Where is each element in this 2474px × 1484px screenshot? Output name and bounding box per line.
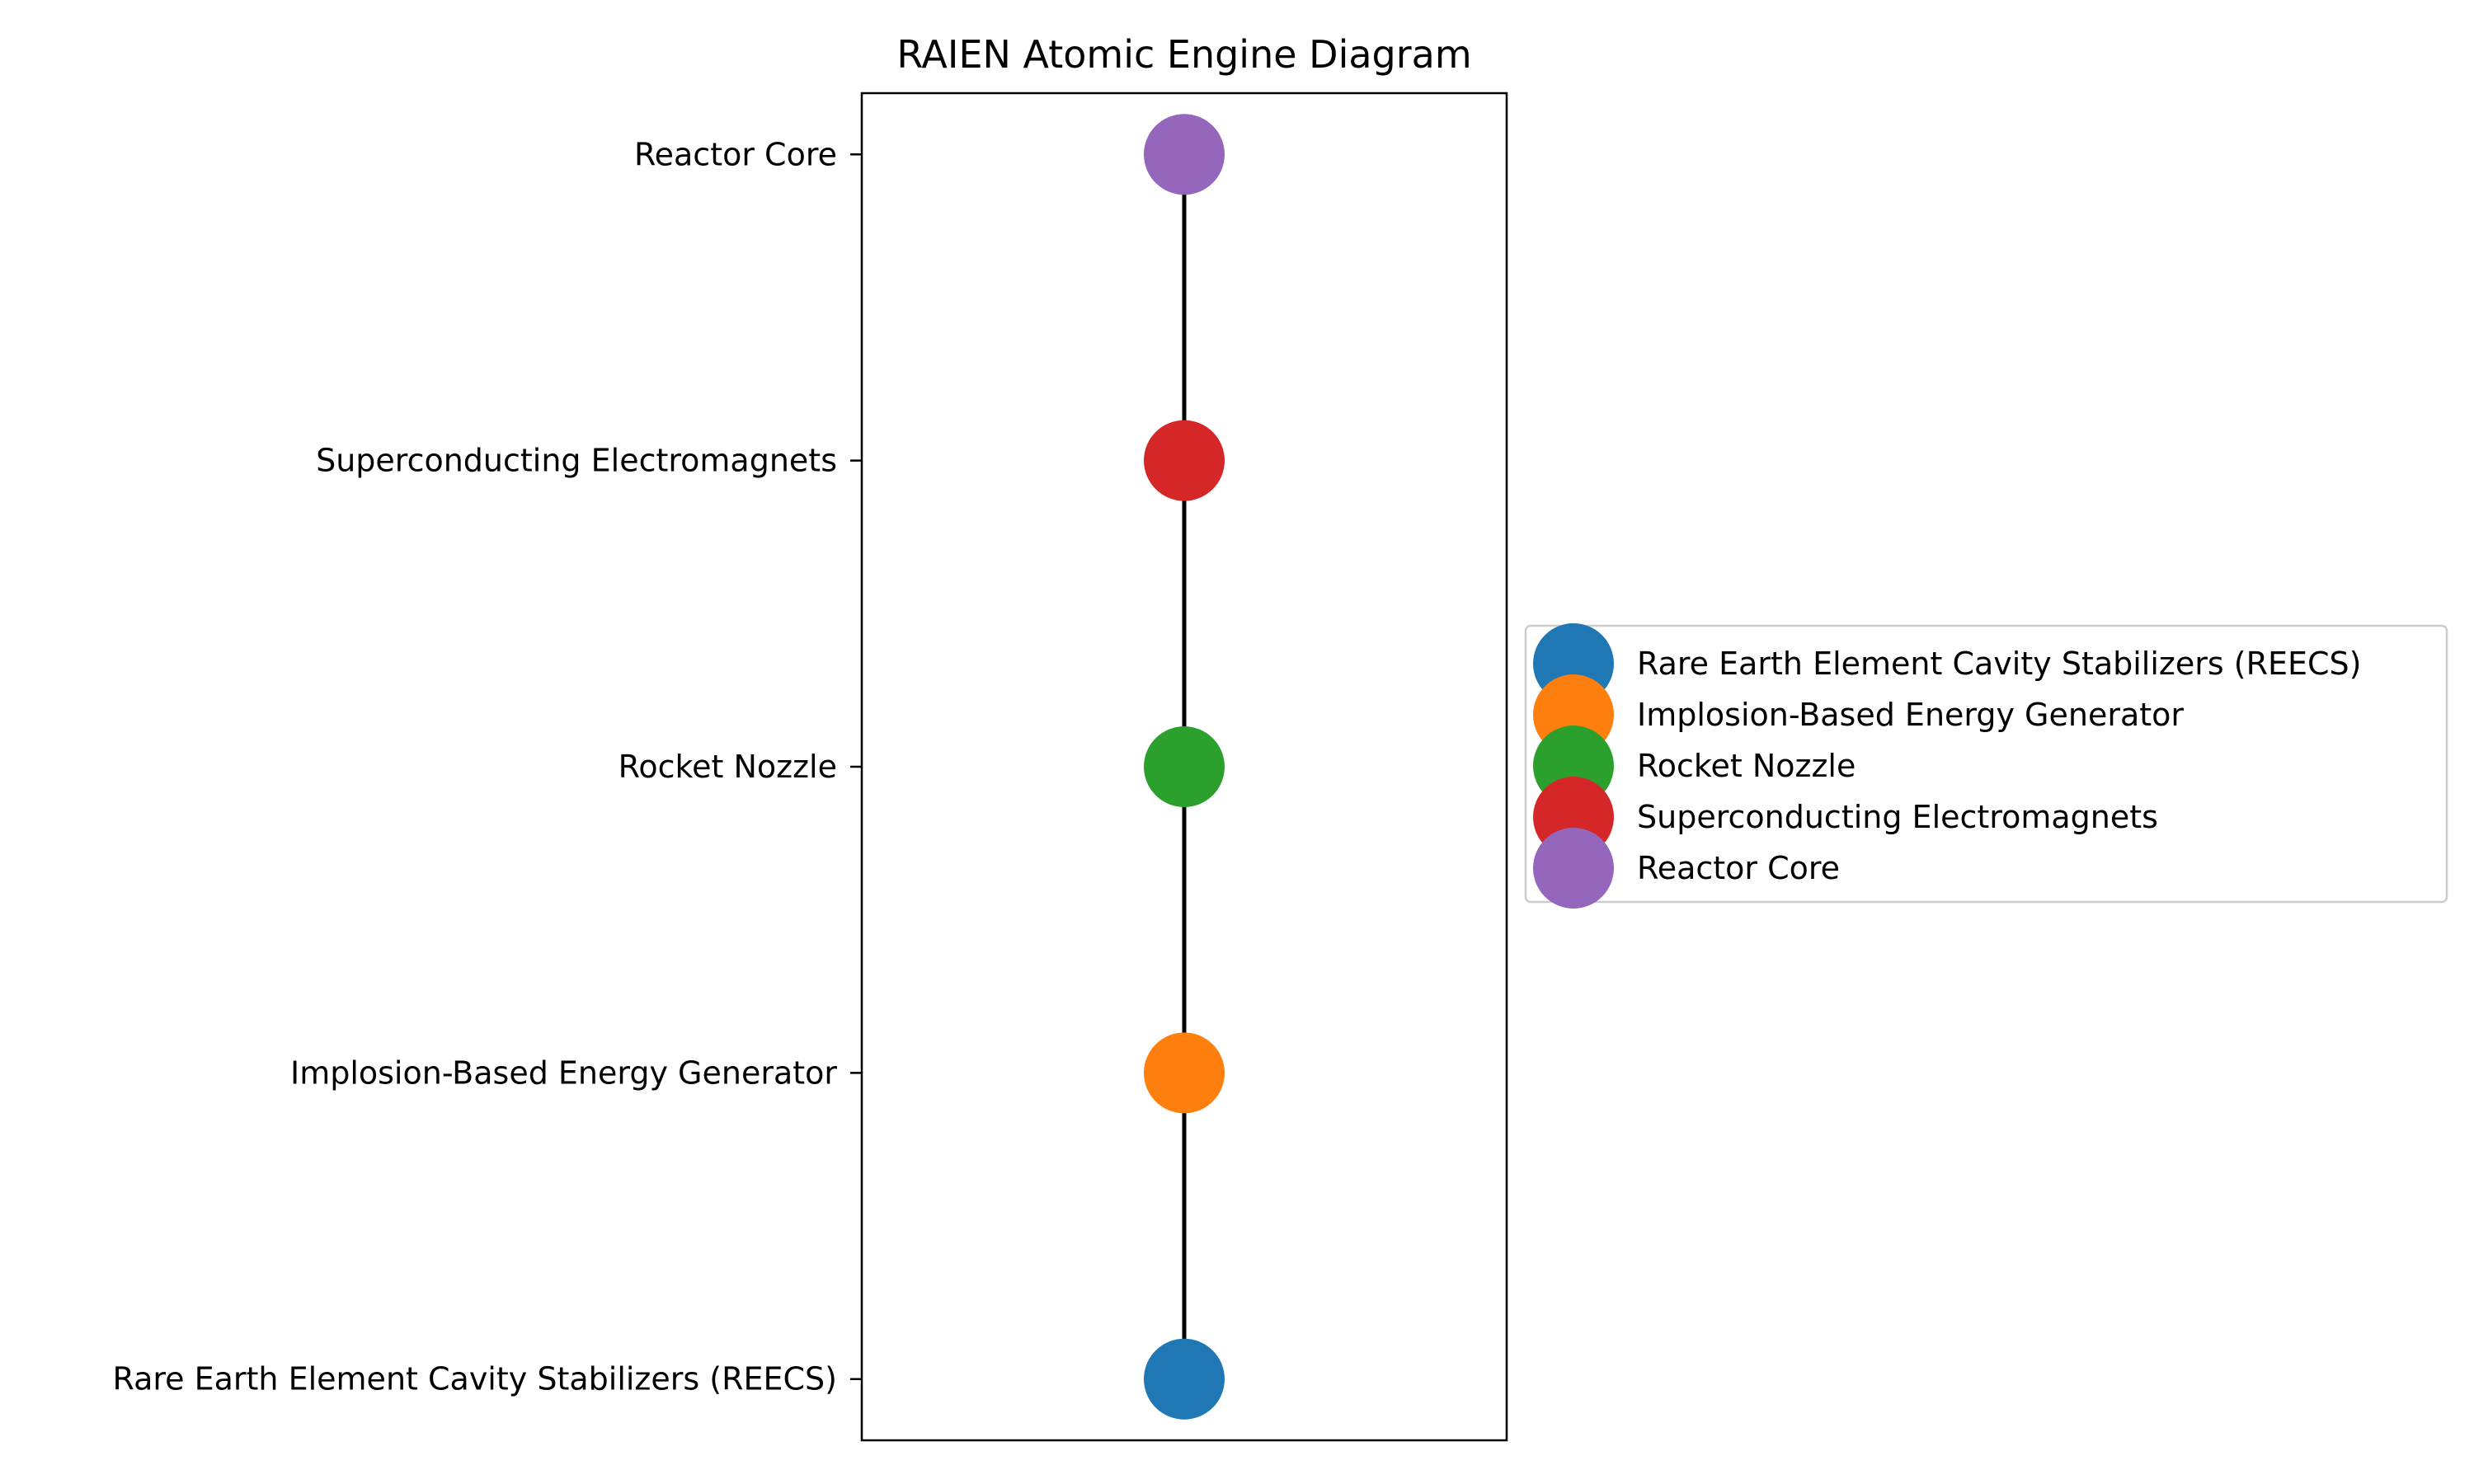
y-tick-label: Rocket Nozzle	[618, 749, 837, 785]
y-tick-label: Implosion-Based Energy Generator	[290, 1054, 837, 1091]
data-point	[1144, 114, 1225, 195]
data-point	[1144, 1338, 1225, 1420]
legend-label: Rare Earth Element Cavity Stabilizers (R…	[1637, 646, 2361, 682]
legend-label: Implosion-Based Energy Generator	[1637, 697, 2184, 733]
legend-label: Reactor Core	[1637, 850, 1840, 886]
data-point	[1144, 1032, 1225, 1114]
y-tick-label: Superconducting Electromagnets	[316, 443, 837, 479]
legend-marker	[1533, 828, 1614, 909]
chart-title: RAIEN Atomic Engine Diagram	[896, 32, 1471, 77]
data-point	[1144, 420, 1225, 501]
legend: Rare Earth Element Cavity Stabilizers (R…	[1524, 623, 2448, 909]
y-tick-label: Reactor Core	[634, 136, 837, 172]
legend-label: Superconducting Electromagnets	[1637, 799, 2158, 835]
legend-label: Rocket Nozzle	[1637, 748, 1856, 784]
legend-frame	[1524, 624, 2448, 904]
y-axis: Rare Earth Element Cavity Stabilizers (R…	[113, 136, 862, 1397]
y-tick-label: Rare Earth Element Cavity Stabilizers (R…	[113, 1361, 837, 1397]
data-points	[1144, 114, 1225, 1420]
data-point	[1144, 726, 1225, 807]
